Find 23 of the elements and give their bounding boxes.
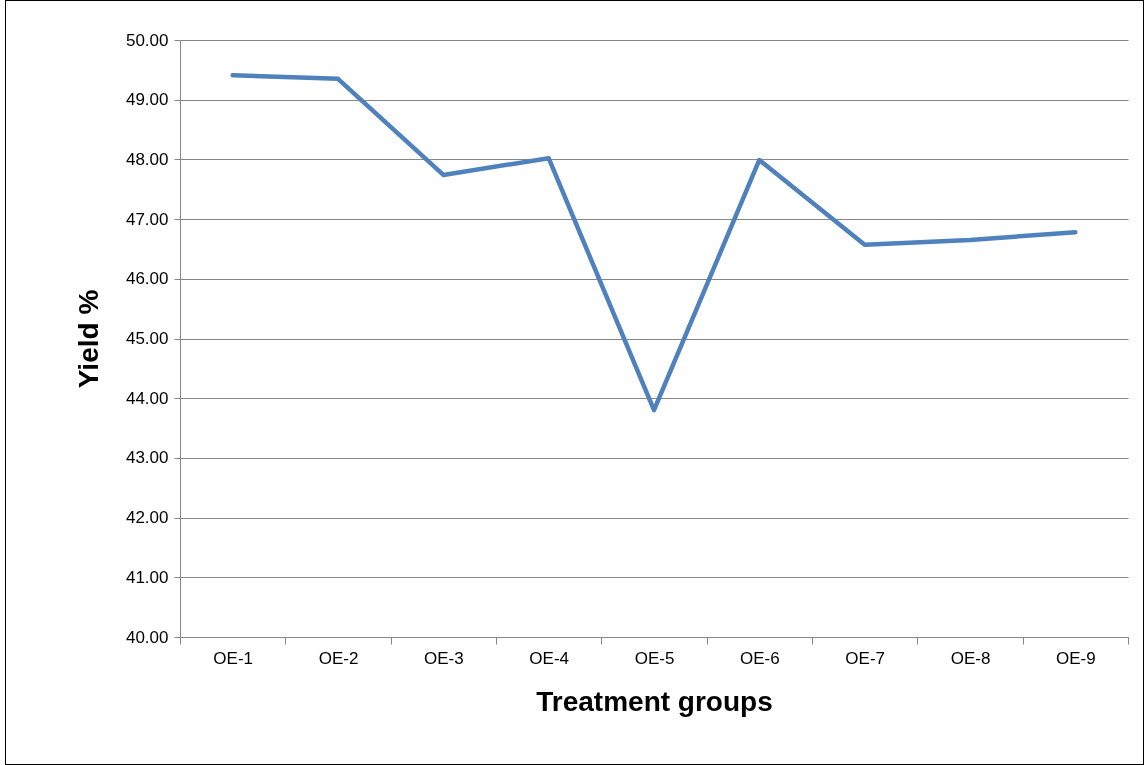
x-tick-label: OE-9 <box>1055 648 1096 668</box>
y-tick-label: 46.00 <box>125 269 169 289</box>
y-tick-label: 45.00 <box>125 329 169 348</box>
y-tick-label: 50.00 <box>125 30 169 50</box>
x-axis-title: Treatment groups <box>536 685 773 717</box>
y-tick-label: 42.00 <box>125 508 169 528</box>
x-tick-label: OE-8 <box>950 648 991 668</box>
x-tick-label: OE-7 <box>845 648 886 668</box>
y-tick-label: 47.00 <box>125 209 169 229</box>
y-tick-label: 43.00 <box>125 448 169 468</box>
y-tick-label: 44.00 <box>125 388 169 408</box>
x-tick-label: OE-2 <box>318 648 359 668</box>
y-axis-title: Yield % <box>72 289 104 389</box>
x-tick-label: OE-1 <box>213 648 254 668</box>
x-tick-label: OE-3 <box>423 648 464 668</box>
y-tick-label: 41.00 <box>125 567 169 587</box>
x-tick-label: OE-6 <box>739 648 780 668</box>
y-tick-label: 40.00 <box>125 627 169 647</box>
x-tick-label: OE-5 <box>634 648 675 668</box>
line-series <box>230 72 1078 413</box>
x-tick-label: OE-4 <box>529 648 570 668</box>
y-tick-label: 49.00 <box>125 90 169 110</box>
y-tick-label: 48.00 <box>125 149 169 169</box>
